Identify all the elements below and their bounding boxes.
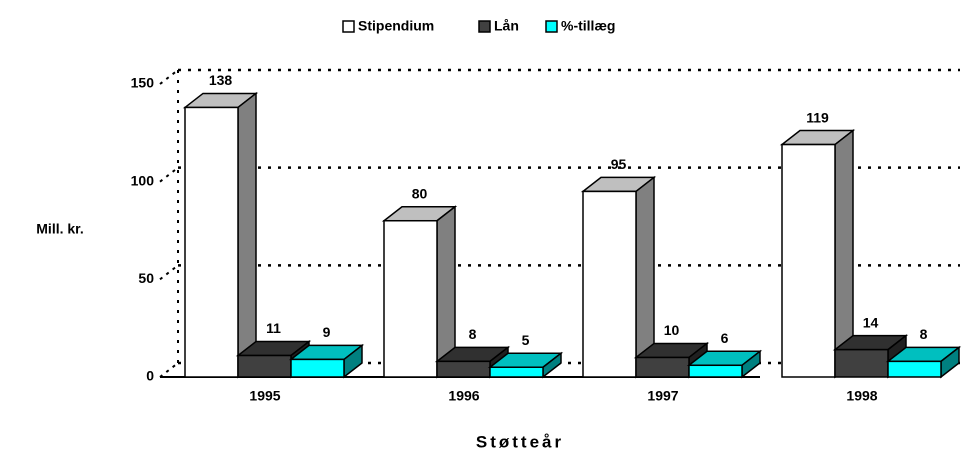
bar: [834, 348, 889, 378]
bar: [887, 360, 942, 378]
value-label: 9: [323, 324, 331, 340]
bar: [781, 143, 836, 378]
value-label: 119: [806, 109, 829, 125]
legend-swatch: [545, 20, 558, 33]
x-axis-label: Støtteår: [476, 432, 564, 451]
value-label: 138: [209, 72, 233, 88]
x-tick-label: 1998: [846, 388, 877, 404]
bar: [290, 358, 345, 378]
legend-label: Stipendium: [358, 18, 434, 34]
value-label: 95: [611, 156, 627, 172]
value-label: 8: [920, 326, 928, 342]
y-tick-label: 100: [131, 172, 155, 188]
tick-mark: [159, 69, 179, 85]
value-label: 5: [522, 332, 530, 348]
bar: [184, 106, 239, 378]
bar: [436, 360, 491, 378]
value-label: 10: [664, 322, 680, 338]
x-tick-label: 1995: [249, 388, 280, 404]
value-label: 14: [863, 314, 879, 330]
legend-swatch: [342, 20, 355, 33]
x-tick-label: 1996: [448, 388, 479, 404]
value-label: 11: [266, 320, 281, 336]
legend-label: %-tillæg: [561, 18, 615, 34]
x-tick-label: 1997: [647, 388, 678, 404]
y-tick-label: 0: [146, 368, 154, 384]
bar: [383, 219, 438, 378]
value-label: 80: [412, 185, 428, 201]
tick-mark: [159, 264, 179, 281]
bar: [489, 366, 544, 378]
bar: [582, 190, 637, 378]
legend-label: Lån: [494, 18, 519, 34]
y-tick-label: 50: [138, 270, 154, 286]
bar: [688, 364, 743, 378]
bar-side: [237, 91, 257, 379]
legend-swatch: [478, 20, 491, 33]
bar: [237, 354, 292, 378]
y-tick-label: 150: [131, 75, 155, 91]
tick-mark: [159, 166, 179, 183]
y-axis-label: Mill. kr.: [36, 221, 83, 237]
bar: [635, 356, 690, 378]
value-label: 8: [469, 326, 477, 342]
value-label: 6: [721, 330, 729, 346]
tick-mark: [159, 362, 179, 378]
